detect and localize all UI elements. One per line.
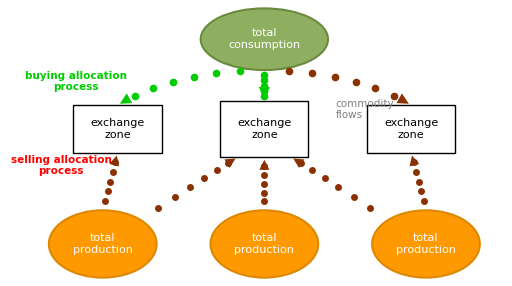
Point bbox=[412, 170, 420, 174]
Point bbox=[390, 94, 398, 98]
FancyBboxPatch shape bbox=[220, 101, 308, 157]
Text: buying allocation
process: buying allocation process bbox=[25, 71, 127, 92]
Point bbox=[150, 86, 158, 90]
Point bbox=[260, 199, 268, 204]
Point bbox=[200, 176, 208, 180]
Point bbox=[260, 83, 268, 88]
Point bbox=[212, 71, 221, 75]
Point bbox=[171, 195, 179, 200]
Point bbox=[236, 69, 244, 73]
Text: total
production: total production bbox=[73, 233, 133, 255]
Text: exchange
zone: exchange zone bbox=[237, 118, 291, 140]
Point bbox=[109, 170, 117, 174]
Point bbox=[330, 74, 338, 79]
Point bbox=[410, 160, 418, 165]
Point bbox=[224, 161, 232, 165]
Point bbox=[308, 71, 316, 75]
Point bbox=[154, 206, 162, 211]
Text: total
production: total production bbox=[234, 233, 294, 255]
Ellipse shape bbox=[210, 210, 318, 278]
Point bbox=[260, 190, 268, 195]
Point bbox=[106, 179, 114, 184]
Point bbox=[169, 79, 177, 84]
Point bbox=[260, 94, 268, 98]
Text: commodity
flows: commodity flows bbox=[335, 99, 394, 120]
Point bbox=[190, 74, 198, 79]
Ellipse shape bbox=[372, 210, 480, 278]
Ellipse shape bbox=[49, 210, 157, 278]
Point bbox=[417, 189, 425, 193]
Point bbox=[351, 79, 359, 84]
Point bbox=[308, 168, 316, 172]
Point bbox=[285, 69, 293, 73]
Point bbox=[111, 160, 119, 165]
Point bbox=[419, 198, 428, 203]
Point bbox=[260, 181, 268, 186]
Point bbox=[186, 185, 195, 190]
Point bbox=[366, 206, 374, 211]
Point bbox=[334, 185, 343, 190]
Text: total
consumption: total consumption bbox=[228, 28, 301, 50]
Point bbox=[101, 198, 109, 203]
Text: total
production: total production bbox=[396, 233, 456, 255]
Point bbox=[321, 176, 329, 180]
Point bbox=[371, 86, 379, 90]
Point bbox=[260, 88, 268, 93]
FancyBboxPatch shape bbox=[73, 105, 161, 153]
Point bbox=[260, 172, 268, 177]
Point bbox=[415, 179, 423, 184]
FancyBboxPatch shape bbox=[367, 105, 455, 153]
Ellipse shape bbox=[201, 8, 328, 70]
Text: selling allocation
process: selling allocation process bbox=[11, 155, 112, 176]
Point bbox=[212, 168, 221, 172]
Point bbox=[260, 73, 268, 78]
Point bbox=[103, 189, 112, 193]
Point bbox=[260, 164, 268, 168]
Point bbox=[296, 161, 305, 165]
Point bbox=[131, 94, 139, 98]
Point bbox=[260, 78, 268, 83]
Point bbox=[350, 195, 358, 200]
Text: exchange
zone: exchange zone bbox=[384, 118, 438, 140]
Text: exchange
zone: exchange zone bbox=[90, 118, 144, 140]
